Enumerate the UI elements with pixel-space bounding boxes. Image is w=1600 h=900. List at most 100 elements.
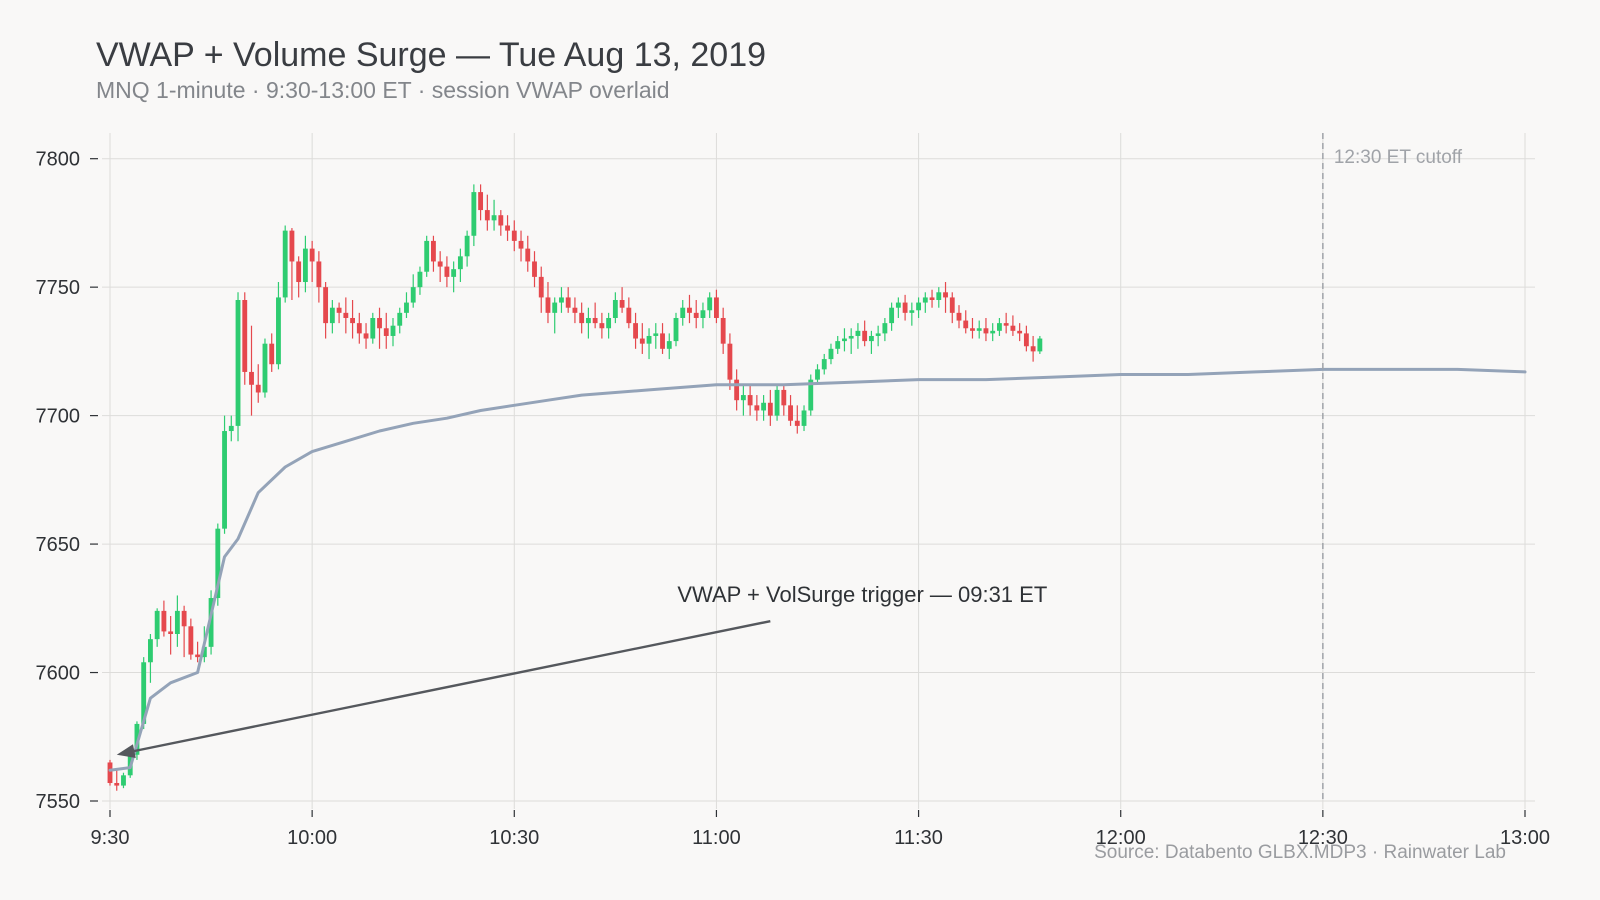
- candle-body: [397, 312, 403, 326]
- candles: [107, 184, 1043, 791]
- candle-body: [1030, 346, 1036, 352]
- candle-body: [269, 343, 275, 365]
- candle-body: [525, 248, 531, 262]
- candle-body: [922, 297, 928, 303]
- candle-body: [949, 297, 955, 313]
- candle-body: [821, 359, 827, 370]
- candle-body: [956, 312, 962, 321]
- candle-body: [518, 240, 524, 249]
- candle-body: [181, 610, 187, 627]
- candle-body: [559, 297, 564, 303]
- candle-body: [457, 256, 463, 270]
- candle-body: [997, 323, 1002, 331]
- candle-body: [855, 330, 861, 336]
- candle-body: [862, 330, 868, 342]
- cutoff-label: 12:30 ET cutoff: [1334, 147, 1463, 168]
- candle-body: [249, 371, 254, 385]
- chart-subtitle: MNQ 1-minute · 9:30-13:00 ET · session V…: [96, 77, 670, 103]
- candle-body: [983, 328, 989, 334]
- candle-body: [889, 307, 895, 324]
- candle-body: [545, 297, 551, 313]
- candle-body: [383, 328, 389, 336]
- candle-body: [707, 297, 713, 311]
- overlay: 12:30 ET cutoff VWAP + VolSurge trigger —…: [108, 133, 1527, 801]
- candle-body: [410, 287, 416, 303]
- candle-body: [302, 248, 308, 283]
- candle-body: [141, 662, 147, 724]
- candle-body: [417, 271, 423, 288]
- candle-body: [808, 379, 814, 411]
- candle-body: [451, 269, 457, 277]
- candle-body: [323, 287, 329, 324]
- candle-body: [929, 297, 935, 300]
- candle-body: [538, 276, 544, 298]
- candle-body: [761, 402, 767, 411]
- candle-body: [801, 410, 807, 426]
- candle-body: [424, 240, 430, 272]
- candle-body: [262, 343, 268, 393]
- candle-body: [788, 405, 793, 421]
- candle-body: [747, 395, 753, 406]
- candle-body: [1037, 338, 1043, 352]
- candle-body: [875, 333, 881, 336]
- candle-body: [195, 654, 201, 658]
- candle-body: [794, 420, 800, 426]
- annotation-arrow-line: [130, 619, 771, 753]
- candle-body: [693, 312, 699, 318]
- candle-body: [242, 300, 248, 372]
- x-tick-label: 9:30: [91, 827, 130, 849]
- candle-body: [734, 379, 740, 401]
- candle-body: [848, 335, 854, 339]
- candle-body: [606, 317, 612, 329]
- x-tick-label: 12:30: [1298, 827, 1348, 849]
- chart-source: Source: Databento GLBX.MDP3 · Rainwater …: [1094, 842, 1506, 863]
- candle-body: [505, 225, 510, 231]
- candle-body: [646, 335, 652, 344]
- y-tick-label: 7700: [36, 406, 81, 428]
- candle-body: [282, 230, 288, 298]
- candle-body: [963, 320, 969, 329]
- candle-body: [720, 317, 726, 344]
- candle-body: [336, 307, 342, 313]
- candle-body: [309, 248, 315, 262]
- candle-body: [680, 307, 686, 318]
- candle-body: [976, 328, 982, 331]
- candle-body: [390, 325, 396, 336]
- candle-body: [329, 307, 335, 324]
- candle-body: [161, 610, 167, 632]
- x-tick-label: 11:30: [894, 827, 943, 849]
- candle-body: [815, 369, 820, 380]
- candle-body: [1003, 323, 1009, 326]
- candle-body: [639, 338, 645, 344]
- candle-body: [774, 389, 780, 416]
- candle-body: [835, 341, 841, 349]
- candle-body: [478, 192, 484, 211]
- candle-body: [107, 762, 113, 784]
- candle-body: [687, 307, 692, 313]
- candle-body: [828, 348, 834, 360]
- candle-body: [990, 330, 996, 334]
- annotation-text: VWAP + VolSurge trigger — 09:31 ET: [677, 582, 1047, 607]
- candle-body: [666, 341, 672, 349]
- candle-body: [148, 639, 153, 663]
- candle-body: [673, 317, 679, 342]
- chart-title: VWAP + Volume Surge — Tue Aug 13, 2019: [96, 36, 767, 74]
- candle-body: [444, 266, 450, 277]
- candle-body: [255, 384, 261, 393]
- candle-body: [754, 405, 760, 411]
- candle-body: [767, 402, 773, 416]
- candle-body: [431, 240, 436, 262]
- candle-body: [1010, 325, 1016, 331]
- x-tick-label: 13:00: [1500, 827, 1550, 849]
- candle-body: [289, 230, 295, 262]
- candle-body: [970, 328, 975, 331]
- candle-body: [174, 610, 180, 634]
- candle-body: [404, 302, 409, 313]
- candle-body: [936, 292, 942, 300]
- candle-body: [343, 312, 349, 318]
- y-tick-label: 7750: [36, 277, 81, 299]
- candle-body: [114, 783, 120, 786]
- candle-body: [370, 317, 376, 339]
- x-tick-label: 10:30: [489, 827, 539, 849]
